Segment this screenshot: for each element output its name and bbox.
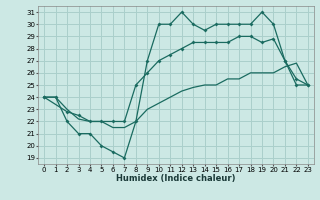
- X-axis label: Humidex (Indice chaleur): Humidex (Indice chaleur): [116, 174, 236, 183]
